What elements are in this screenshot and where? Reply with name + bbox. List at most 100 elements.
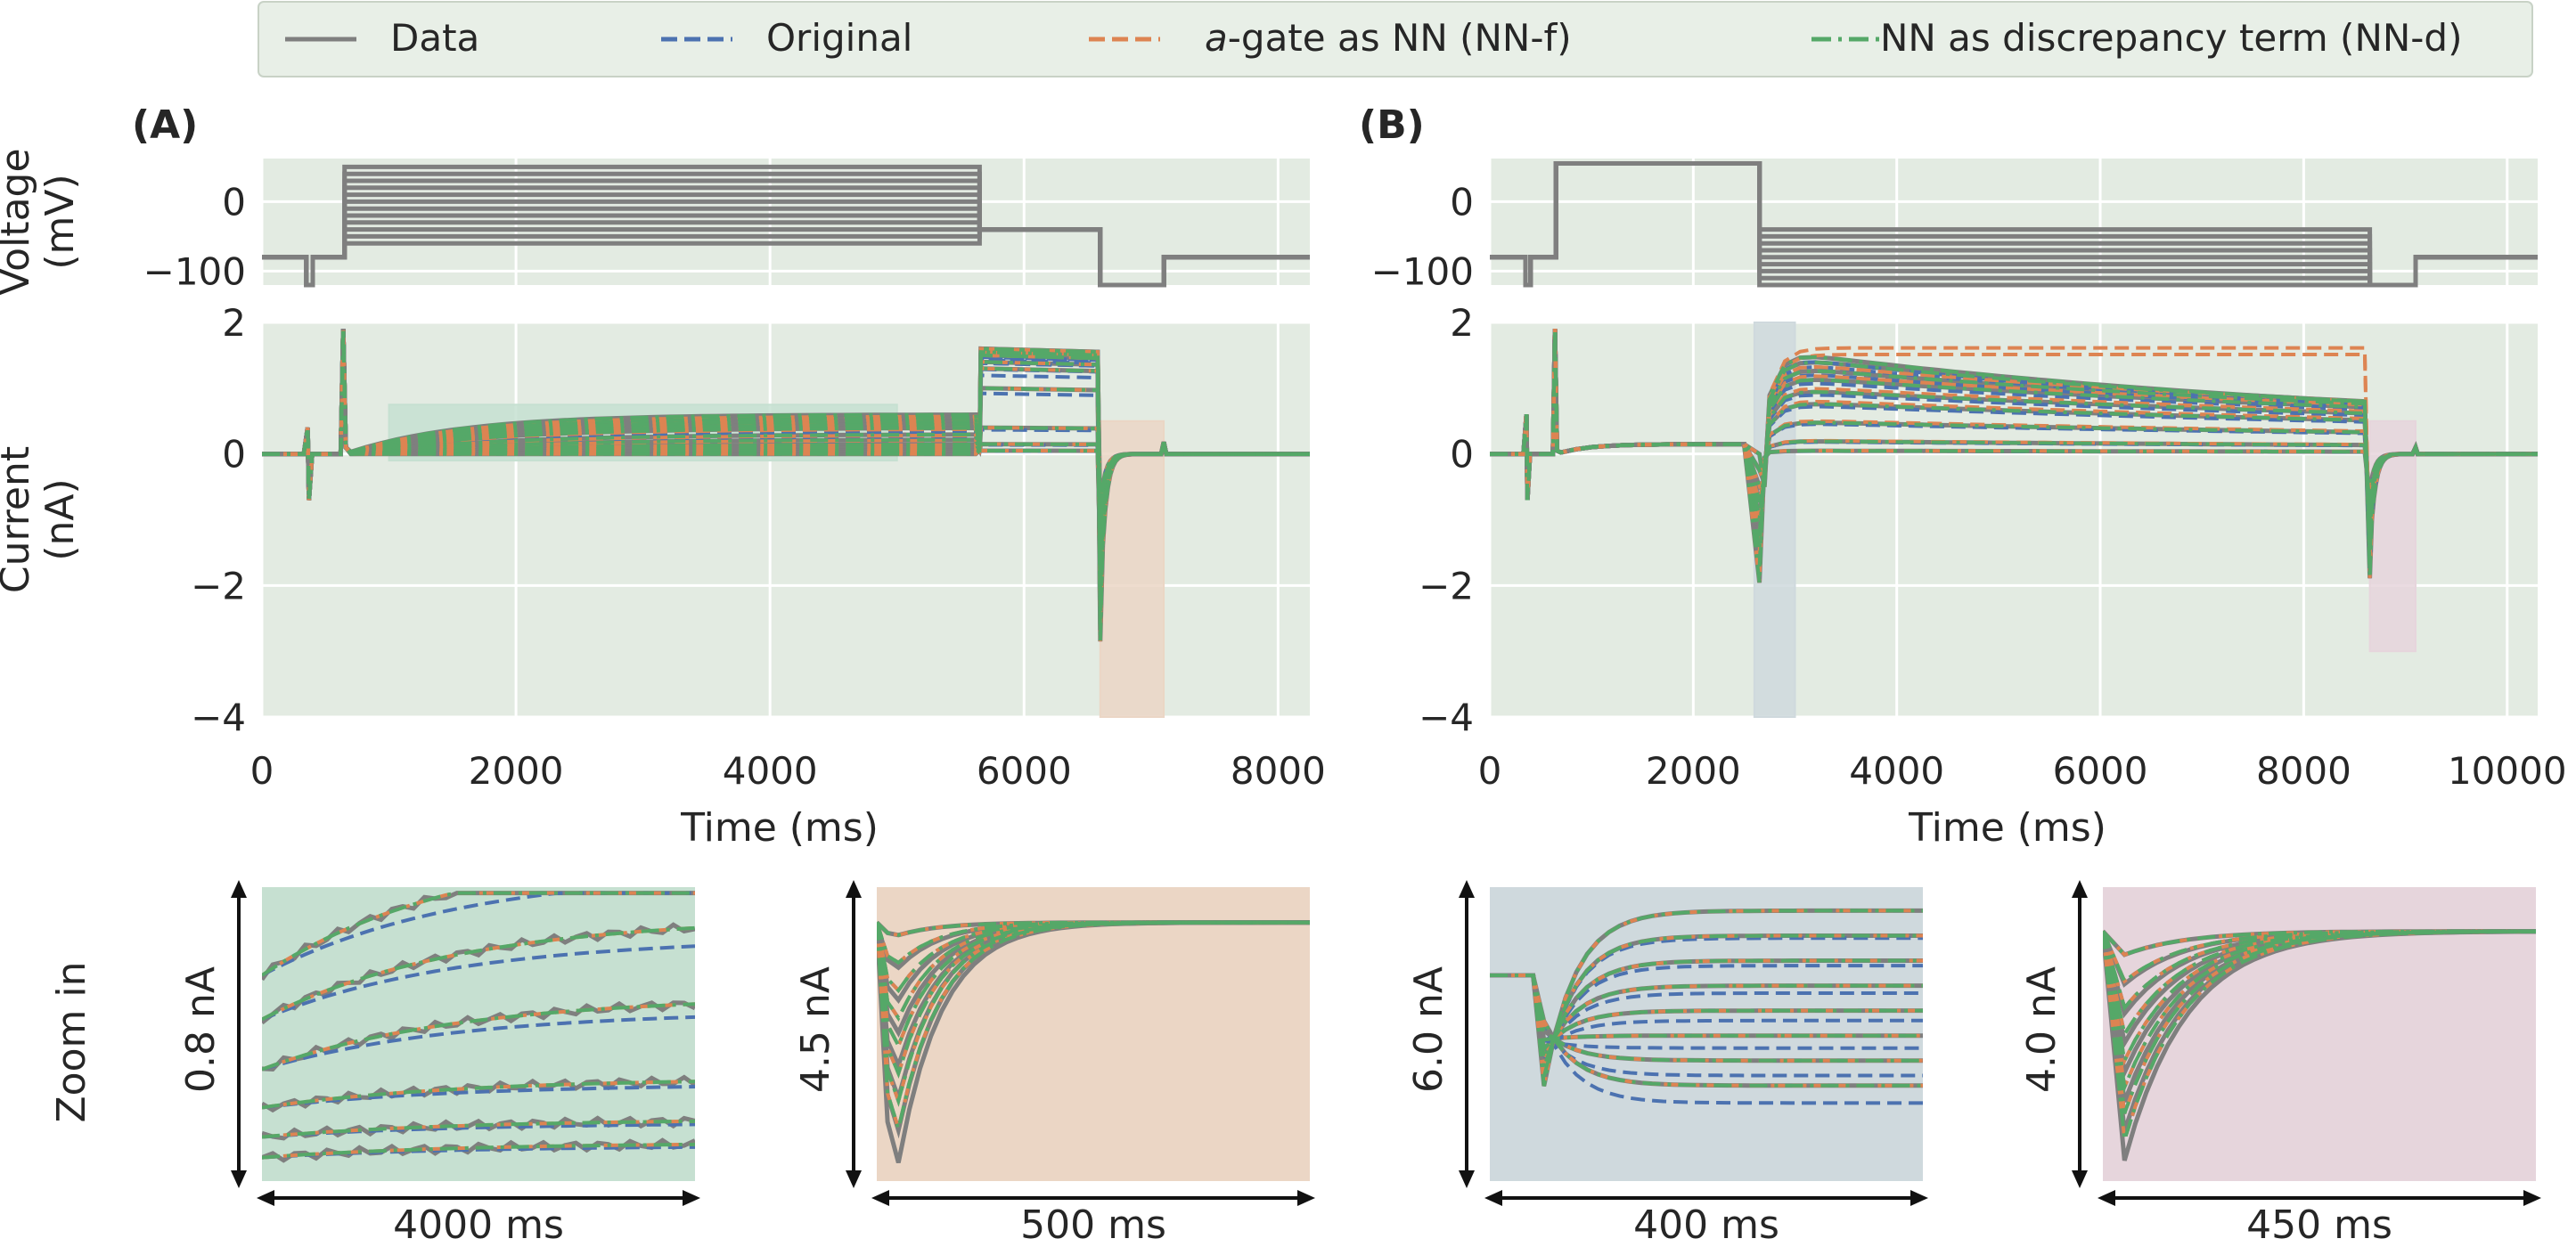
- zoom-span-label: 4000 ms: [393, 1202, 564, 1248]
- voltage-trace: [262, 227, 1310, 288]
- zoom-trace-nn-d: [1490, 974, 1923, 1064]
- zoom-arrowhead: [846, 880, 862, 898]
- zoom-trace-nn-d: [262, 925, 695, 1022]
- zoom-amplitude-label: 4.5 nA: [793, 966, 838, 1093]
- zoom-traces: [2103, 929, 2536, 1161]
- current-trace-nn-d: [262, 329, 1310, 597]
- zoom-traces: [262, 891, 695, 1163]
- current-trace-nn-d: [262, 329, 1310, 586]
- zoom-span-label: 450 ms: [2246, 1202, 2392, 1248]
- zoom-arrowhead: [2523, 1190, 2541, 1206]
- zoom-trace-nn-d: [1490, 958, 1923, 1069]
- zoom-trace-nn-d: [262, 1080, 695, 1110]
- zoom-panel-A-1: 0.8 nA 4000 ms: [178, 880, 700, 1248]
- xtick-label: 2000: [469, 749, 564, 793]
- zoom-arrowhead: [2098, 1190, 2115, 1206]
- xtick-label: 8000: [1231, 749, 1326, 793]
- xtick-label: 10000: [2448, 749, 2567, 793]
- zoom-trace-nn-d: [1490, 974, 1923, 1063]
- current-ylabel: Current(nA): [0, 446, 83, 593]
- legend-label-nn-f-italic: a: [1205, 16, 1228, 60]
- zoom-trace-original: [1490, 936, 1923, 1078]
- zoom-trace-original: [262, 1085, 695, 1110]
- zoom-trace-nn-d: [262, 1002, 695, 1072]
- zoom-panel-bg: [877, 887, 1310, 1181]
- zoom-trace-nn-d: [262, 1119, 695, 1139]
- zoom-trace-nn-d: [262, 891, 695, 977]
- zoom-trace-nn-f: [1490, 974, 1923, 1064]
- zoom-trace-original: [1490, 974, 1923, 1078]
- zoom-arrowhead: [683, 1190, 700, 1206]
- legend-label-nn-f-rest: -gate as NN (NN-f): [1228, 16, 1572, 60]
- voltage-traces: [262, 164, 1310, 288]
- current-ytick-label: −2: [1419, 564, 1474, 607]
- zoom-trace-nn-d: [1490, 974, 1923, 1054]
- voltage-ytick-label: −100: [143, 249, 246, 293]
- zoom-arrowhead: [1297, 1190, 1315, 1206]
- zoom-trace-nn-d: [262, 1142, 695, 1160]
- zoom-panel-B-2: 4.0 nA 450 ms: [2019, 880, 2541, 1248]
- voltage-traces: [1490, 161, 2538, 288]
- zoom-panel-A-2: 4.5 nA 500 ms: [793, 880, 1315, 1248]
- zoom-arrowhead: [1910, 1190, 1928, 1206]
- zoom-arrowhead: [871, 1190, 889, 1206]
- voltage-ylabel: Voltage(mV): [0, 148, 83, 295]
- zoom-trace-original: [1490, 974, 1923, 1050]
- zoom-trace-nn-d: [877, 920, 1310, 1050]
- voltage-ylabel-line2: (mV): [37, 174, 83, 269]
- zoom-arrowhead: [2072, 880, 2088, 898]
- zoom-amplitude-label: 6.0 nA: [1406, 966, 1452, 1093]
- current-trace-nn-d: [262, 329, 1310, 575]
- zoom-trace-original: [262, 1015, 695, 1072]
- zoom-panel-B-1: 6.0 nA 400 ms: [1406, 880, 1928, 1248]
- voltage-ytick-label: 0: [222, 180, 246, 224]
- xtick-label: 8000: [2256, 749, 2351, 793]
- legend: Data Original a-gate as NN (NN-f) NN as …: [258, 1, 2533, 77]
- xtick-label: 2000: [1646, 749, 1741, 793]
- xaxis-label: Time (ms): [680, 805, 879, 851]
- legend-label-nn-d: NN as discrepancy term (NN-d): [1880, 16, 2462, 60]
- current-ytick-label: 0: [222, 433, 246, 477]
- zoom-arrowhead: [257, 1190, 274, 1206]
- xtick-label: 4000: [723, 749, 818, 793]
- zoom-traces: [877, 920, 1310, 1164]
- voltage-ytick-label: 0: [1450, 180, 1474, 224]
- zoom-span-label: 500 ms: [1020, 1202, 1166, 1248]
- zoom-amplitude-label: 4.0 nA: [2019, 966, 2065, 1093]
- zoom-trace-nn-d: [2103, 929, 2536, 1094]
- zoom-trace-nn-d: [1490, 909, 1923, 1087]
- zoom-traces: [1490, 908, 1923, 1105]
- legend-frame: [258, 1, 2533, 77]
- zoom-trace-original: [262, 944, 695, 1022]
- current-ytick-label: −4: [191, 696, 246, 739]
- zoom-arrowhead: [1459, 1170, 1475, 1188]
- zoom-trace-original: [1490, 974, 1923, 1054]
- zoom-arrowhead: [846, 1170, 862, 1188]
- voltage-trace: [1490, 161, 2538, 288]
- xtick-label: 0: [1478, 749, 1502, 793]
- legend-label-data: Data: [390, 16, 479, 60]
- zoom-arrowhead: [231, 1170, 247, 1188]
- current-ytick-label: 2: [222, 301, 246, 345]
- xaxis-label: Time (ms): [1908, 805, 2106, 851]
- zoom-trace-nn-d: [2103, 929, 2536, 1066]
- zoom-arrowhead: [1459, 880, 1475, 898]
- zoom-trace-original: [262, 891, 695, 977]
- current-traces: [262, 329, 1310, 642]
- current-ytick-label: −4: [1419, 696, 1474, 739]
- zoom-span-label: 400 ms: [1633, 1202, 1779, 1248]
- current-trace-nn-d: [262, 329, 1310, 642]
- legend-label-original: Original: [766, 16, 912, 60]
- zoom-arrowhead: [2072, 1170, 2088, 1188]
- current-trace-nn-d: [1490, 329, 2538, 583]
- zoom-trace-nn-d: [1490, 974, 1923, 1088]
- zoom-row-label: Zoom in: [49, 962, 94, 1123]
- zoom-arrowhead: [1484, 1190, 1502, 1206]
- current-ylabel-line2: (nA): [37, 478, 83, 560]
- current-ytick-label: −2: [191, 564, 246, 607]
- zoom-amplitude-label: 0.8 nA: [178, 966, 224, 1093]
- current-ylabel-line1: Current: [0, 446, 38, 593]
